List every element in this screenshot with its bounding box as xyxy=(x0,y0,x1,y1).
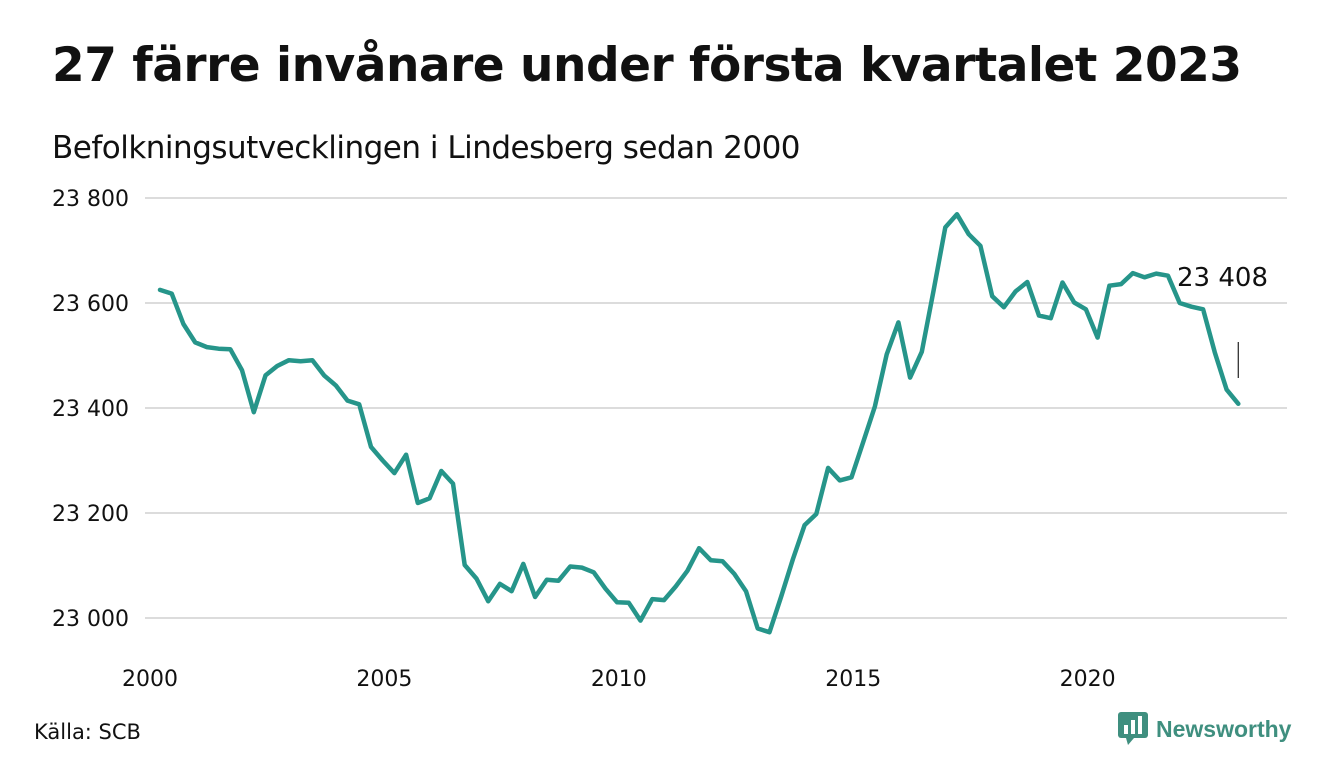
y-tick-label: 23 400 xyxy=(52,397,129,422)
x-tick-label: 2005 xyxy=(356,667,412,692)
x-tick-label: 2020 xyxy=(1060,667,1116,692)
y-tick-label: 23 800 xyxy=(52,187,129,212)
gridlines xyxy=(145,197,1287,619)
y-tick-label: 23 600 xyxy=(52,292,129,317)
y-tick-label: 23 200 xyxy=(52,502,129,527)
last-value-label: 23 408 xyxy=(1177,263,1268,293)
y-tick-label: 23 000 xyxy=(52,607,129,632)
x-tick-label: 2000 xyxy=(122,667,178,692)
population-line xyxy=(157,212,1241,635)
x-axis-tick-labels: 2000 2005 2010 2015 2020 xyxy=(122,667,1116,692)
chart-title: 27 färre invånare under första kvartalet… xyxy=(52,38,1242,93)
brand-name: Newsworthy xyxy=(1156,715,1292,742)
series-layer xyxy=(157,212,1241,635)
chart-subtitle: Befolkningsutvecklingen i Lindesberg sed… xyxy=(52,130,801,166)
annotation-layer: 23 408 xyxy=(1177,263,1268,378)
x-tick-label: 2010 xyxy=(591,667,647,692)
y-axis-tick-labels: 23 000 23 200 23 400 23 600 23 800 xyxy=(52,187,129,632)
x-tick-label: 2015 xyxy=(825,667,881,692)
source-note: Källa: SCB xyxy=(34,720,141,744)
newsworthy-chart-icon xyxy=(1118,712,1148,745)
newsworthy-logo[interactable]: Newsworthy xyxy=(1118,712,1291,746)
